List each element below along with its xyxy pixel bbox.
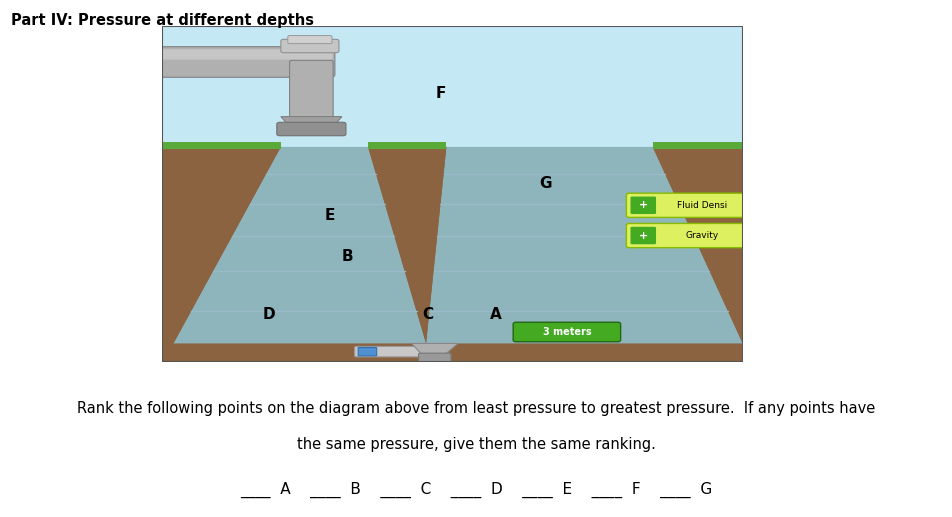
Text: Part IV: Pressure at different depths: Part IV: Pressure at different depths [11,13,314,28]
FancyBboxPatch shape [277,123,346,136]
Polygon shape [426,147,743,343]
Text: E: E [325,208,335,223]
Text: C: C [423,307,433,323]
Bar [162,143,281,148]
FancyBboxPatch shape [513,322,621,342]
FancyBboxPatch shape [153,49,332,59]
Text: G: G [539,176,551,191]
Text: ____  A    ____  B    ____  C    ____  D    ____  E    ____  F    ____  G: ____ A ____ B ____ C ____ D ____ E ____ … [240,482,712,498]
Text: Fluid Densi: Fluid Densi [677,201,727,210]
Text: 3 meters: 3 meters [543,327,591,337]
Text: B: B [342,249,353,264]
Polygon shape [368,147,446,343]
Bar [162,147,743,362]
Text: F: F [435,85,446,101]
FancyBboxPatch shape [630,196,656,214]
FancyBboxPatch shape [281,39,339,53]
FancyBboxPatch shape [288,36,332,43]
FancyBboxPatch shape [151,47,335,77]
FancyBboxPatch shape [355,346,448,357]
Text: +: + [639,231,648,240]
FancyBboxPatch shape [289,60,333,128]
Polygon shape [411,343,458,356]
Text: Rank the following points on the diagram above from least pressure to greatest p: Rank the following points on the diagram… [77,401,875,416]
Bar [652,143,743,148]
Text: the same pressure, give them the same ranking.: the same pressure, give them the same ra… [297,437,655,452]
Text: A: A [490,307,502,323]
Polygon shape [281,117,342,127]
FancyBboxPatch shape [419,353,451,364]
FancyBboxPatch shape [630,227,656,245]
Bar [368,143,446,148]
FancyBboxPatch shape [626,193,760,217]
Text: +: + [639,200,648,210]
Polygon shape [173,147,426,343]
Text: Gravity: Gravity [685,231,719,240]
FancyBboxPatch shape [626,223,760,248]
Text: D: D [263,307,275,323]
Polygon shape [652,147,743,343]
Polygon shape [162,147,281,343]
FancyBboxPatch shape [358,347,377,356]
